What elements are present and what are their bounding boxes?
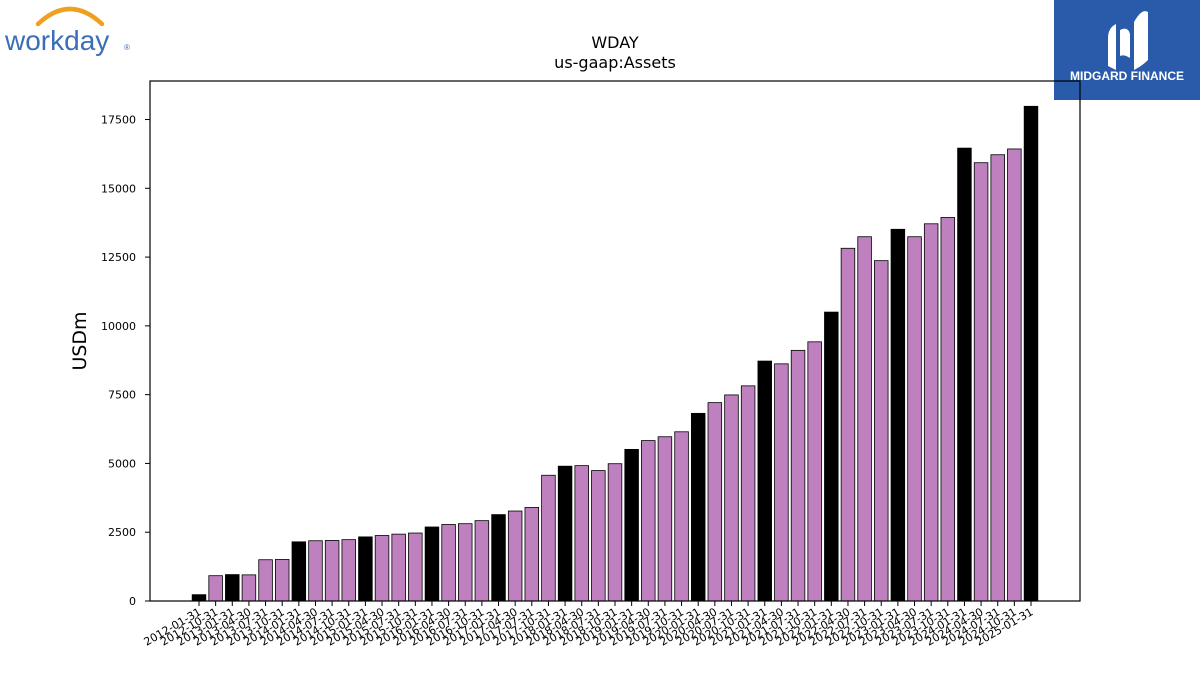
midgard-logo-text: MIDGARD FINANCE — [1070, 69, 1184, 83]
chart-title: WDAY — [591, 33, 639, 52]
bar-2024-07-31 — [990, 154, 1005, 602]
bar-2024-04-30 — [973, 162, 989, 602]
bar-2018-10-31 — [607, 463, 623, 602]
bar-2015-04-30 — [374, 535, 390, 602]
bar-2022-04-30 — [840, 247, 856, 602]
bar-2021-10-31 — [807, 341, 822, 602]
midgard-emblem-icon — [1108, 11, 1148, 70]
bars-group — [191, 105, 1039, 602]
bar-2023-01-31 — [890, 228, 906, 602]
bar-2021-01-31 — [757, 360, 772, 602]
bar-2025-01-31 — [1023, 105, 1039, 602]
bar-2016-01-31 — [424, 526, 440, 602]
bar-2016-07-31 — [458, 523, 473, 602]
bar-2016-10-31 — [474, 520, 490, 602]
bar-2020-04-30 — [707, 402, 723, 602]
bar-2016-04-30 — [441, 524, 456, 602]
y-tick-label: 0 — [129, 595, 136, 608]
bar-2013-01-31 — [225, 574, 240, 602]
workday-arc-icon — [35, 6, 105, 27]
bar-2017-07-31 — [524, 507, 540, 602]
bar-2014-07-31 — [324, 540, 340, 602]
bar-2015-01-31 — [358, 536, 373, 602]
plot-frame — [149, 80, 1081, 602]
bar-2013-10-31 — [274, 559, 290, 602]
x-ticks-group: 2012-01-312012-10-312013-01-312013-04-30… — [142, 601, 1036, 649]
y-tick-label: 2500 — [108, 526, 136, 539]
bar-2021-07-31 — [790, 349, 806, 602]
bar-2019-04-30 — [641, 440, 656, 602]
y-ticks-group: 0 2500 5000 7500 10000 12500 15000 17500 — [101, 114, 150, 608]
bar-2015-10-31 — [408, 532, 423, 602]
bar-2015-07-31 — [391, 533, 406, 602]
bar-2019-01-31 — [624, 448, 639, 602]
bar-2024-01-31 — [957, 147, 972, 602]
bar-2018-04-30 — [574, 465, 589, 602]
bar-2017-04-30 — [507, 510, 523, 602]
bar-2014-04-30 — [308, 540, 323, 602]
bar-2023-04-30 — [907, 236, 922, 602]
y-tick-label: 7500 — [108, 389, 136, 402]
bar-2013-07-31 — [258, 559, 273, 602]
y-tick-label: 12500 — [101, 251, 136, 264]
y-tick-label: 5000 — [108, 457, 136, 470]
bar-2019-07-31 — [657, 436, 673, 602]
workday-logo-text: workday — [4, 25, 109, 56]
bar-2022-01-31 — [824, 311, 839, 602]
bar-2017-01-31 — [491, 514, 506, 602]
y-axis-label: USDm — [69, 311, 91, 370]
y-tick-label: 10000 — [101, 320, 136, 333]
bar-2014-01-31 — [291, 541, 307, 602]
workday-logo: workday ® — [0, 0, 140, 60]
bar-2023-07-31 — [923, 223, 939, 602]
bar-2012-01-31 — [191, 594, 207, 602]
bar-2024-10-31 — [1007, 148, 1022, 602]
bar-2020-10-31 — [740, 385, 756, 602]
bar-2014-10-31 — [341, 539, 356, 602]
bar-2012-10-31 — [208, 575, 223, 602]
bar-2020-01-31 — [690, 412, 706, 602]
y-tick-label: 15000 — [101, 182, 136, 195]
bar-2022-07-31 — [857, 236, 872, 602]
bar-2021-04-30 — [774, 363, 789, 602]
midgard-finance-logo: MIDGARD FINANCE — [1054, 0, 1200, 100]
chart-subtitle: us-gaap:Assets — [554, 53, 676, 72]
y-tick-label: 17500 — [101, 114, 136, 127]
svg-text:®: ® — [124, 43, 130, 52]
midgard-logo-graphic: MIDGARD FINANCE — [1070, 11, 1184, 83]
bar-2018-07-31 — [591, 470, 606, 602]
bar-2019-10-31 — [674, 431, 689, 602]
bar-2023-10-31 — [940, 217, 956, 602]
bar-2022-10-31 — [874, 260, 889, 602]
bar-2018-01-31 — [557, 465, 573, 602]
bar-2020-07-31 — [724, 394, 739, 602]
bar-2017-10-31 — [541, 474, 556, 602]
bar-2013-04-30 — [241, 574, 257, 602]
workday-logo-graphic: workday ® — [4, 6, 130, 56]
